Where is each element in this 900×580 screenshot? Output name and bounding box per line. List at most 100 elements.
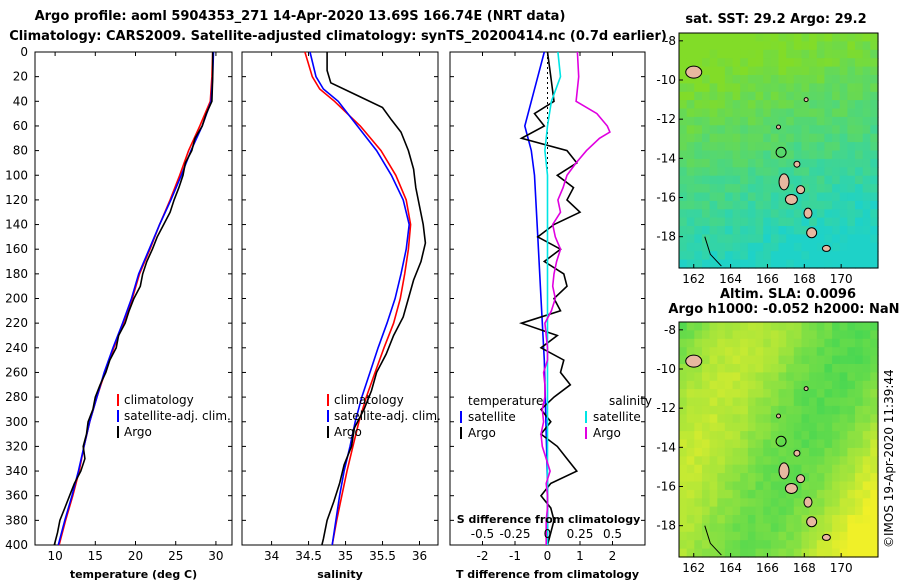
- map-cell: [855, 389, 864, 399]
- map-cell: [816, 108, 826, 118]
- map-cell: [732, 422, 741, 432]
- map-cell: [809, 431, 818, 441]
- map-cell: [694, 456, 703, 466]
- map-cell: [809, 531, 818, 541]
- map-cell: [832, 481, 841, 491]
- map-cell: [816, 422, 826, 432]
- map-cell: [747, 66, 757, 76]
- map-cell: [724, 108, 734, 118]
- map-cell: [839, 439, 848, 449]
- map-cell: [809, 58, 818, 68]
- map-cell: [747, 531, 757, 541]
- map-cell: [702, 372, 711, 382]
- map-cell: [793, 355, 803, 365]
- s-tick-label: 0.25: [567, 527, 594, 541]
- map-cell: [702, 209, 711, 219]
- map-cell: [770, 380, 780, 390]
- map-cell: [862, 192, 871, 202]
- x-tick-label: -1: [509, 549, 521, 563]
- map-cell: [824, 489, 833, 499]
- map-cell: [724, 489, 734, 499]
- map-cell: [717, 150, 726, 160]
- map-cell: [747, 217, 757, 227]
- map-cell: [679, 414, 688, 424]
- map-cell: [679, 540, 688, 550]
- map-cell: [786, 58, 795, 68]
- map-cell: [724, 167, 734, 177]
- map-cell: [686, 226, 695, 235]
- map-cell: [686, 167, 695, 177]
- map-cell: [847, 489, 856, 499]
- map-cell: [824, 523, 833, 533]
- map-cell: [839, 473, 848, 483]
- map-cell: [824, 209, 833, 219]
- argo-position-marker: [775, 146, 787, 158]
- map-cell: [862, 380, 871, 390]
- map-cell: [847, 125, 856, 135]
- map-cell: [793, 414, 803, 424]
- map-cell: [763, 158, 772, 168]
- depth-tick-label: 340: [5, 464, 28, 478]
- map-cell: [793, 364, 803, 373]
- map-cell: [870, 439, 879, 449]
- map-cell: [832, 380, 841, 390]
- map-cell: [763, 372, 772, 382]
- map-cell: [832, 431, 841, 441]
- map-cell: [770, 523, 780, 533]
- map-cell: [755, 226, 764, 235]
- map-cell: [717, 380, 726, 390]
- map-cell: [832, 192, 841, 202]
- legend-label-0: climatology: [334, 393, 404, 407]
- map-cell: [740, 91, 749, 101]
- map-cell: [786, 142, 795, 152]
- map-cell: [702, 447, 711, 457]
- island-3: [796, 474, 806, 484]
- map-cell: [832, 523, 841, 533]
- map-cell: [763, 540, 772, 550]
- map-cell: [824, 41, 833, 51]
- map-cell: [801, 447, 810, 457]
- map-cell: [793, 405, 803, 415]
- map-cell: [824, 226, 833, 235]
- map-cell: [709, 523, 718, 533]
- map-cell: [786, 200, 795, 210]
- map-cell: [832, 116, 841, 126]
- map-cell: [824, 456, 833, 466]
- map-cell: [832, 167, 841, 177]
- map-cell: [855, 464, 864, 474]
- map-cell: [793, 242, 803, 252]
- map-cell: [740, 242, 749, 252]
- map-cell: [824, 33, 833, 42]
- map-cell: [770, 175, 780, 185]
- map-cell: [870, 83, 879, 93]
- map-cell: [770, 217, 780, 227]
- map-cell: [801, 41, 810, 51]
- map-cell: [824, 66, 833, 76]
- map-cell: [809, 167, 818, 177]
- map-cell: [832, 515, 841, 524]
- map-cell: [770, 150, 780, 160]
- map-y-tick-label: -14: [656, 151, 676, 165]
- map-cell: [793, 83, 803, 93]
- map-cell: [778, 498, 787, 508]
- map-cell: [786, 523, 795, 533]
- map-cell: [770, 338, 780, 348]
- map-cell: [740, 506, 749, 516]
- map-cell: [801, 389, 810, 399]
- map-cell: [755, 405, 764, 415]
- map-cell: [709, 200, 718, 210]
- map-cell: [824, 338, 833, 348]
- map-cell: [717, 548, 726, 558]
- map-cell: [801, 242, 810, 252]
- map-cell: [862, 389, 871, 399]
- map-cell: [832, 142, 841, 152]
- map-cell: [709, 355, 718, 365]
- map-cell: [778, 380, 787, 390]
- map-cell: [747, 439, 757, 449]
- map-cell: [755, 531, 764, 541]
- map-cell: [809, 158, 818, 168]
- map-cell: [847, 506, 856, 516]
- map-cell: [786, 431, 795, 441]
- map-cell: [717, 75, 726, 84]
- map-cell: [740, 338, 749, 348]
